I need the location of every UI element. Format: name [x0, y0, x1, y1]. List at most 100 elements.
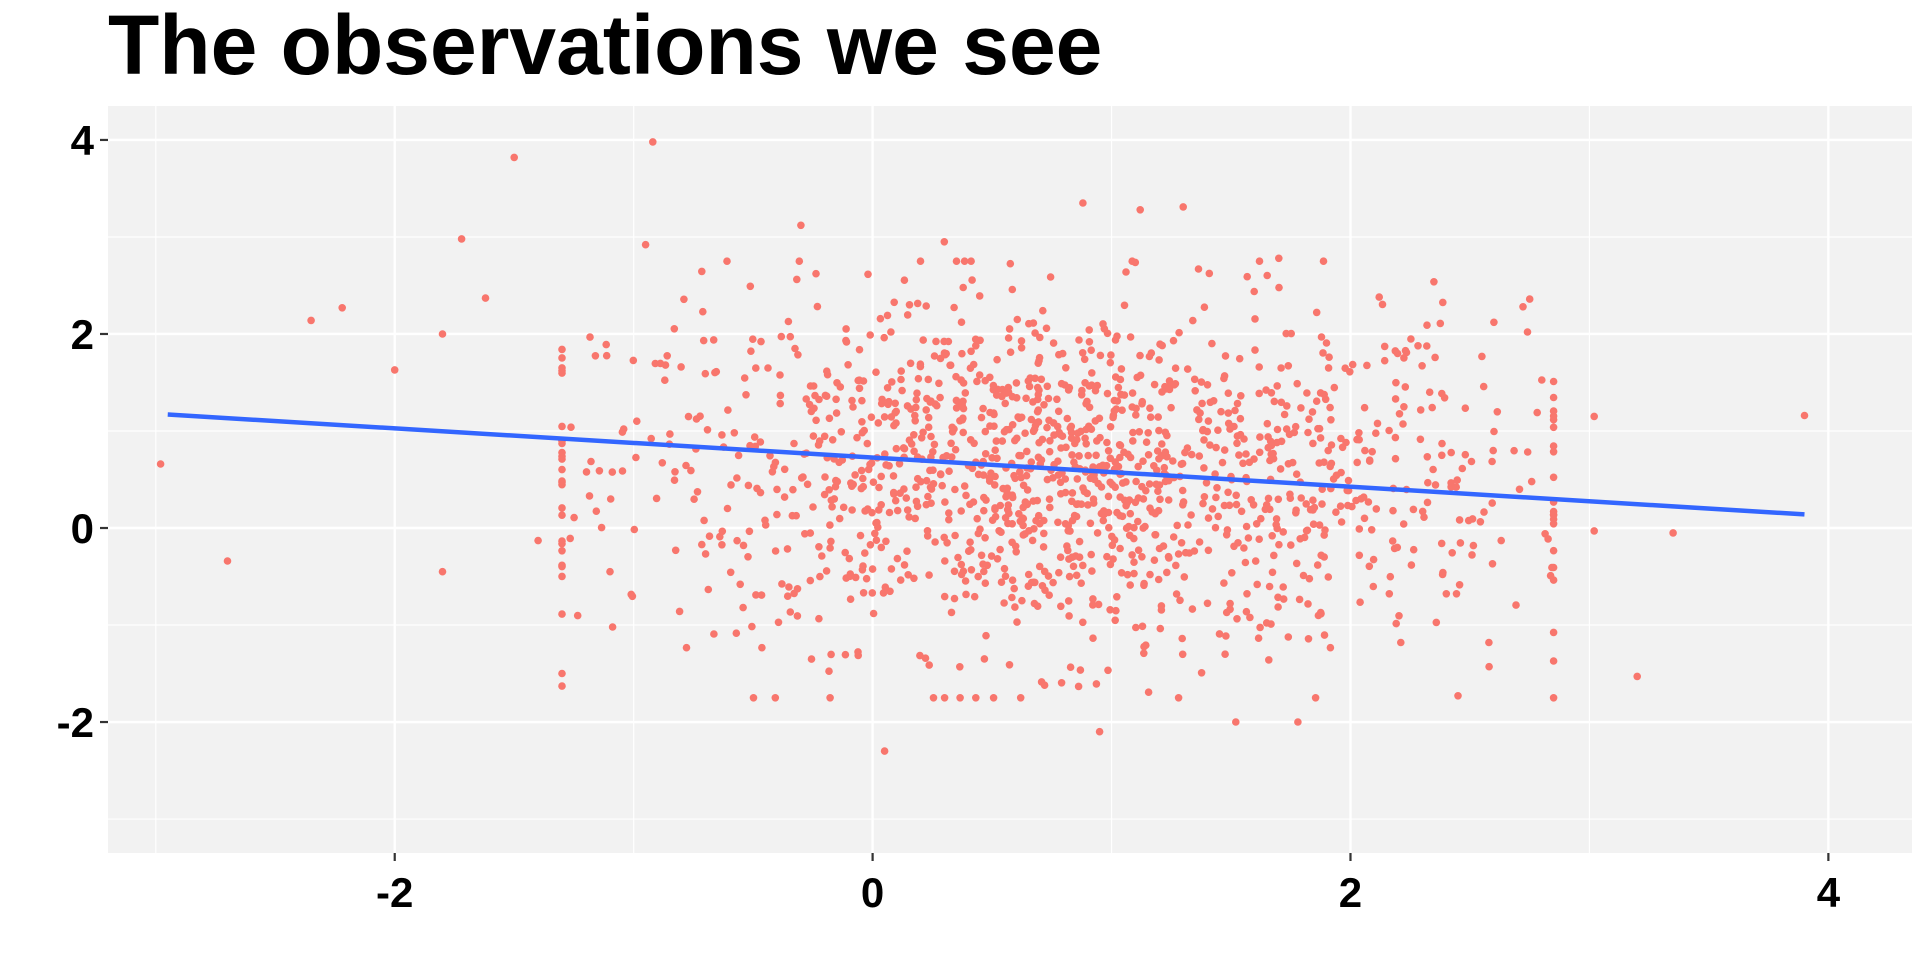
data-point	[1071, 552, 1080, 560]
data-point	[899, 444, 908, 452]
data-point	[558, 539, 566, 548]
data-point	[1103, 552, 1111, 561]
data-point	[1515, 485, 1524, 494]
data-point	[1008, 392, 1017, 401]
data-point	[1458, 464, 1467, 473]
data-point	[891, 399, 899, 408]
data-point	[670, 476, 679, 485]
data-point	[1309, 439, 1317, 448]
data-point	[827, 496, 836, 505]
data-point	[807, 655, 816, 663]
data-point	[1139, 524, 1147, 532]
data-point	[1322, 339, 1331, 347]
data-point	[1040, 516, 1048, 525]
data-point	[1447, 448, 1455, 457]
x-tick-label: 0	[861, 869, 884, 916]
data-point	[952, 257, 961, 266]
data-point	[1235, 451, 1243, 459]
data-point	[1590, 527, 1598, 535]
data-point	[784, 317, 793, 326]
data-point	[783, 592, 792, 600]
data-point	[1385, 426, 1393, 435]
data-point	[1391, 433, 1400, 442]
data-point	[1036, 333, 1044, 342]
data-point	[701, 550, 710, 558]
data-point	[1045, 495, 1054, 504]
data-point	[957, 560, 966, 569]
data-point	[1425, 388, 1434, 397]
data-point	[1549, 520, 1558, 528]
data-point	[1187, 450, 1196, 459]
data-point	[705, 532, 714, 540]
data-point	[1418, 362, 1426, 370]
data-point	[1130, 558, 1138, 566]
data-point	[809, 503, 817, 511]
data-point	[875, 506, 883, 514]
data-point	[1144, 451, 1153, 459]
data-point	[1246, 613, 1254, 622]
data-point	[1175, 328, 1183, 337]
data-point	[923, 394, 931, 403]
data-point	[1324, 573, 1333, 581]
data-point	[1102, 461, 1111, 470]
data-point	[1100, 325, 1109, 333]
data-point	[558, 477, 566, 485]
data-point	[1313, 561, 1322, 569]
data-point	[842, 574, 850, 582]
data-point	[842, 325, 850, 333]
data-point	[880, 413, 889, 421]
data-point	[699, 336, 708, 345]
data-point	[1220, 579, 1228, 587]
data-point	[1142, 438, 1151, 447]
data-point	[959, 283, 967, 292]
data-point	[1075, 537, 1084, 546]
data-point	[1326, 643, 1335, 652]
data-point	[1012, 379, 1021, 387]
data-point	[680, 295, 688, 304]
data-point	[1136, 371, 1145, 380]
data-point	[991, 512, 1000, 521]
data-point	[1420, 513, 1428, 521]
data-point	[703, 426, 712, 434]
data-point	[1461, 450, 1470, 459]
data-point	[1017, 344, 1026, 352]
data-point	[922, 406, 930, 414]
data-point	[1029, 578, 1038, 587]
data-point	[1287, 329, 1295, 338]
data-point	[847, 479, 855, 487]
data-point	[752, 591, 760, 599]
data-point	[1066, 527, 1074, 535]
data-point	[892, 419, 900, 427]
data-point	[1120, 391, 1129, 399]
data-point	[835, 514, 844, 523]
data-point	[510, 153, 518, 162]
data-point	[718, 431, 726, 439]
data-point	[981, 534, 989, 542]
data-point	[841, 650, 850, 659]
data-point	[1035, 562, 1044, 571]
fit-line-group	[167, 412, 1805, 517]
data-point	[1270, 397, 1279, 406]
data-point	[940, 238, 949, 246]
data-point	[1395, 410, 1404, 418]
data-point	[1139, 457, 1147, 466]
data-point	[991, 446, 999, 455]
data-point	[1017, 451, 1025, 460]
data-point	[1372, 429, 1380, 438]
data-point	[876, 314, 885, 323]
y-tick-label: 4	[71, 117, 95, 164]
data-point	[1284, 460, 1293, 468]
data-point	[1122, 524, 1131, 532]
data-point	[940, 349, 949, 357]
data-point	[756, 438, 765, 446]
data-point	[1272, 521, 1280, 529]
data-point	[929, 466, 937, 475]
data-point	[1202, 479, 1211, 487]
data-point	[973, 377, 981, 386]
data-point	[1355, 551, 1364, 560]
data-point	[809, 382, 818, 390]
data-point	[690, 495, 698, 504]
data-point	[1372, 505, 1381, 513]
data-point	[1251, 557, 1260, 565]
